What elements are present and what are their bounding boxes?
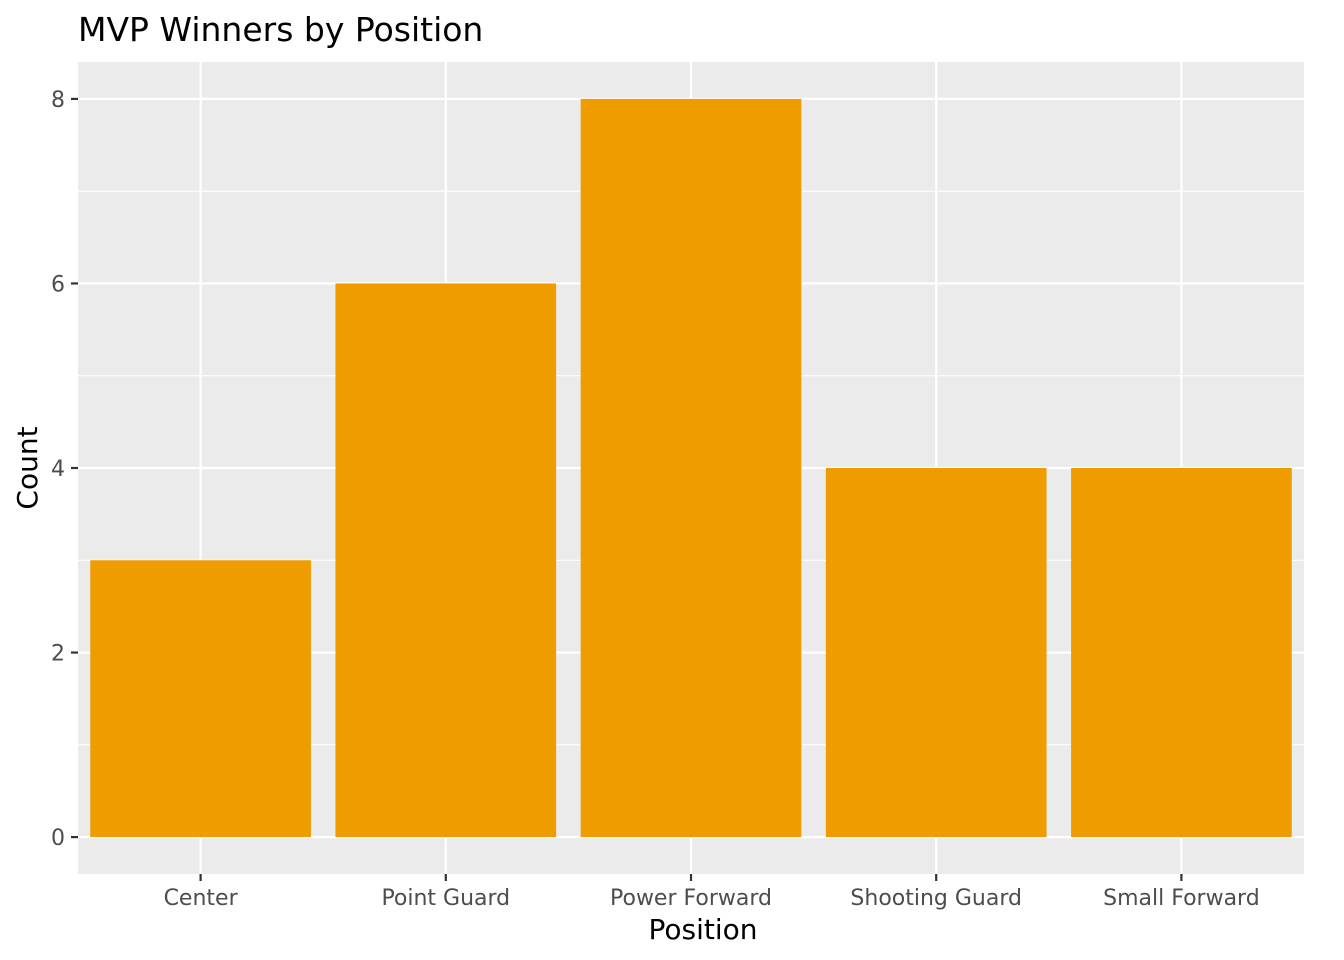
y-tick-label: 0 <box>51 826 65 851</box>
x-tick-label: Center <box>164 886 239 911</box>
y-tick-label: 8 <box>51 88 65 113</box>
bar-shooting-guard <box>825 468 1047 838</box>
bar-center <box>90 560 311 838</box>
x-axis-title: Position <box>648 913 757 946</box>
y-tick-label: 4 <box>51 457 65 482</box>
y-axis-title: Count <box>11 426 44 509</box>
x-tick-label: Small Forward <box>1103 886 1260 911</box>
x-tick-label: Power Forward <box>610 886 772 911</box>
bar-point-guard <box>335 283 557 838</box>
y-tick-label: 2 <box>51 642 65 667</box>
bar-small-forward <box>1071 468 1292 838</box>
x-tick-label: Point Guard <box>381 886 510 911</box>
chart-title: MVP Winners by Position <box>78 10 483 49</box>
y-axis: 0 2 4 6 8 <box>51 88 78 851</box>
x-axis: Center Point Guard Power Forward Shooting G… <box>164 874 1260 911</box>
bar-power-forward <box>580 98 802 838</box>
y-tick-label: 6 <box>51 272 65 297</box>
bars <box>90 98 1292 838</box>
x-tick-label: Shooting Guard <box>850 886 1022 911</box>
